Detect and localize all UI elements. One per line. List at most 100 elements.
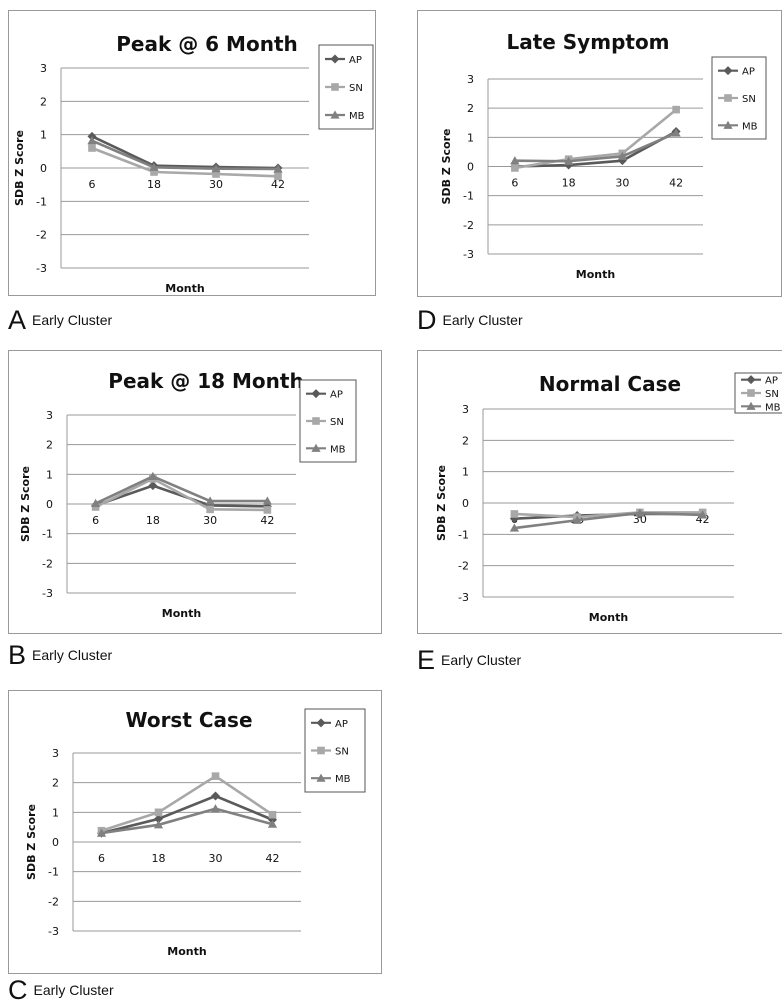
chart-a-series-sn-line — [91, 146, 279, 178]
chart-c-legend-label: MB — [335, 774, 351, 785]
chart-c-title: Worst Case — [125, 708, 252, 732]
chart-c-xtick-label: 30 — [209, 852, 223, 865]
chart-c-legend-marker — [316, 773, 326, 782]
caption-b: B Early Cluster — [8, 640, 112, 671]
chart-a-ytick-label: -3 — [36, 262, 47, 275]
caption-a: A Early Cluster — [8, 305, 112, 336]
chart-b-ytick-label: 1 — [46, 468, 53, 481]
chart-b-svg: Peak @ 18 Month 3 2 1 0 -1 -2 -3 6 18 30 42 Month SDB… — [19, 369, 357, 620]
chart-d-xtick-label: 42 — [669, 177, 683, 190]
chart-e-series-sn-point — [510, 510, 519, 518]
chart-b-xtick-label: 6 — [92, 514, 99, 527]
chart-b-series-sn-point — [206, 505, 214, 514]
chart-e-ytick-label: 0 — [462, 497, 469, 510]
chart-a-ytick-label: 3 — [40, 62, 47, 75]
chart-c-series-sn-point — [154, 808, 163, 817]
chart-e-legend-marker — [746, 401, 756, 410]
chart-d-svg: Late Symptom 3 2 1 0 -1 -2 -3 6 18 30 42 Month SDB Z … — [440, 30, 767, 281]
chart-d-legend-marker — [723, 66, 733, 76]
chart-c-series-mb-line — [101, 807, 273, 835]
chart-e-xlabel: Month — [589, 611, 628, 624]
chart-b-series-mb-point — [262, 496, 272, 505]
chart-e-title: Normal Case — [539, 372, 681, 396]
chart-b-ytick-label: -1 — [42, 528, 53, 541]
chart-a-series-sn-point — [274, 172, 282, 181]
chart-d-series-mb-point — [564, 156, 574, 165]
chart-d-ytick-label: 0 — [467, 161, 474, 174]
chart-a-ytick-label: -2 — [36, 229, 47, 242]
chart-d-ylabel: SDB Z Score — [440, 129, 453, 205]
chart-a-series-sn-point — [88, 144, 96, 152]
chart-b-ytick-label: -2 — [42, 557, 53, 570]
caption-letter-e: E — [417, 645, 436, 675]
caption-letter-b: B — [8, 640, 27, 670]
chart-a-ytick-label: 2 — [40, 95, 47, 108]
chart-b-legend-marker — [312, 417, 320, 425]
chart-e-series-sn-line — [514, 511, 703, 519]
chart-b-ytick-label: 2 — [46, 439, 53, 452]
chart-a-ytick-label: 0 — [40, 162, 47, 175]
chart-panel-a: Peak @ 6 Month 3 2 1 0 -1 -2 -3 6 18 30 42 Month SDB … — [8, 10, 376, 296]
chart-e-ytick-label: -1 — [458, 528, 469, 541]
chart-a-series-mb-line — [91, 139, 279, 171]
chart-e-legend-label: SN — [765, 389, 779, 400]
chart-d-ytick-label: 1 — [467, 131, 474, 144]
chart-c-series-mb-point — [267, 819, 278, 828]
chart-b-series-ap-line — [95, 484, 268, 508]
caption-letter-a: A — [8, 305, 27, 335]
chart-e-ytick-label: 3 — [462, 403, 469, 416]
chart-c-xtick-label: 42 — [266, 852, 280, 865]
chart-a-series-ap-line — [91, 135, 279, 170]
chart-b-ytick-label: 3 — [46, 409, 53, 422]
caption-text-e: Early Cluster — [441, 652, 522, 668]
chart-c-legend-marker — [316, 718, 326, 728]
chart-e-legend-marker — [746, 375, 756, 385]
caption-letter-d: D — [417, 305, 437, 335]
chart-d-ytick-label: 2 — [467, 102, 474, 115]
caption-text-b: Early Cluster — [32, 647, 113, 663]
chart-c-ytick-label: 3 — [52, 747, 59, 760]
chart-a-xtick-label: 18 — [147, 178, 161, 191]
chart-panel-c: Worst Case 3 2 1 0 -1 -2 -3 6 18 30 42 Month SDB Z Sc… — [8, 690, 382, 974]
chart-b-series-sn-point — [263, 506, 272, 514]
chart-e-legend-label: MB — [765, 402, 781, 413]
chart-d-legend-marker — [724, 94, 732, 102]
chart-c-legend-marker — [317, 746, 325, 755]
chart-b-xtick-label: 18 — [146, 514, 160, 527]
chart-c-ytick-label: 2 — [52, 777, 59, 790]
chart-d-ytick-label: -2 — [463, 219, 474, 232]
chart-e-ytick-label: 1 — [462, 466, 469, 479]
chart-c-series-sn-line — [101, 774, 274, 832]
caption-text-a: Early Cluster — [32, 312, 113, 328]
chart-e-series-mb-line — [514, 511, 703, 530]
chart-a-xlabel: Month — [165, 282, 204, 295]
chart-b-series-sn-line — [95, 477, 268, 512]
chart-d-series-sn-point — [672, 105, 680, 114]
chart-d-xlabel: Month — [576, 268, 615, 281]
chart-e-ylabel: SDB Z Score — [435, 465, 448, 541]
chart-d-title: Late Symptom — [506, 30, 669, 54]
chart-d-series-mb-point — [617, 151, 627, 160]
caption-c: C Early Cluster — [8, 975, 114, 1006]
chart-a-title: Peak @ 6 Month — [116, 32, 298, 56]
chart-d-legend-marker — [723, 120, 733, 129]
chart-panel-b: Peak @ 18 Month 3 2 1 0 -1 -2 -3 6 18 30 42 Month SDB… — [8, 350, 382, 634]
caption-d: D Early Cluster — [417, 305, 523, 336]
chart-c-series-mb-point — [96, 828, 107, 837]
chart-c-series-sn-point — [268, 810, 277, 819]
chart-panel-d: Late Symptom 3 2 1 0 -1 -2 -3 6 18 30 42 Month SDB Z … — [417, 10, 782, 297]
chart-c-ytick-label: 1 — [52, 806, 59, 819]
chart-a-legend-label: SN — [349, 83, 363, 94]
chart-a-xtick-label: 6 — [89, 178, 96, 191]
caption-e: E Early Cluster — [417, 645, 521, 676]
chart-a-series-mb-point — [87, 136, 97, 145]
chart-b-series-mb-point — [205, 496, 215, 505]
chart-b-series-mb-point — [91, 498, 101, 508]
chart-b-legend-label: MB — [330, 444, 346, 455]
chart-c-ylabel: SDB Z Score — [25, 804, 38, 880]
chart-c-ytick-label: -1 — [48, 866, 59, 879]
caption-text-d: Early Cluster — [442, 312, 523, 328]
chart-d-series-mb-line — [514, 131, 677, 163]
